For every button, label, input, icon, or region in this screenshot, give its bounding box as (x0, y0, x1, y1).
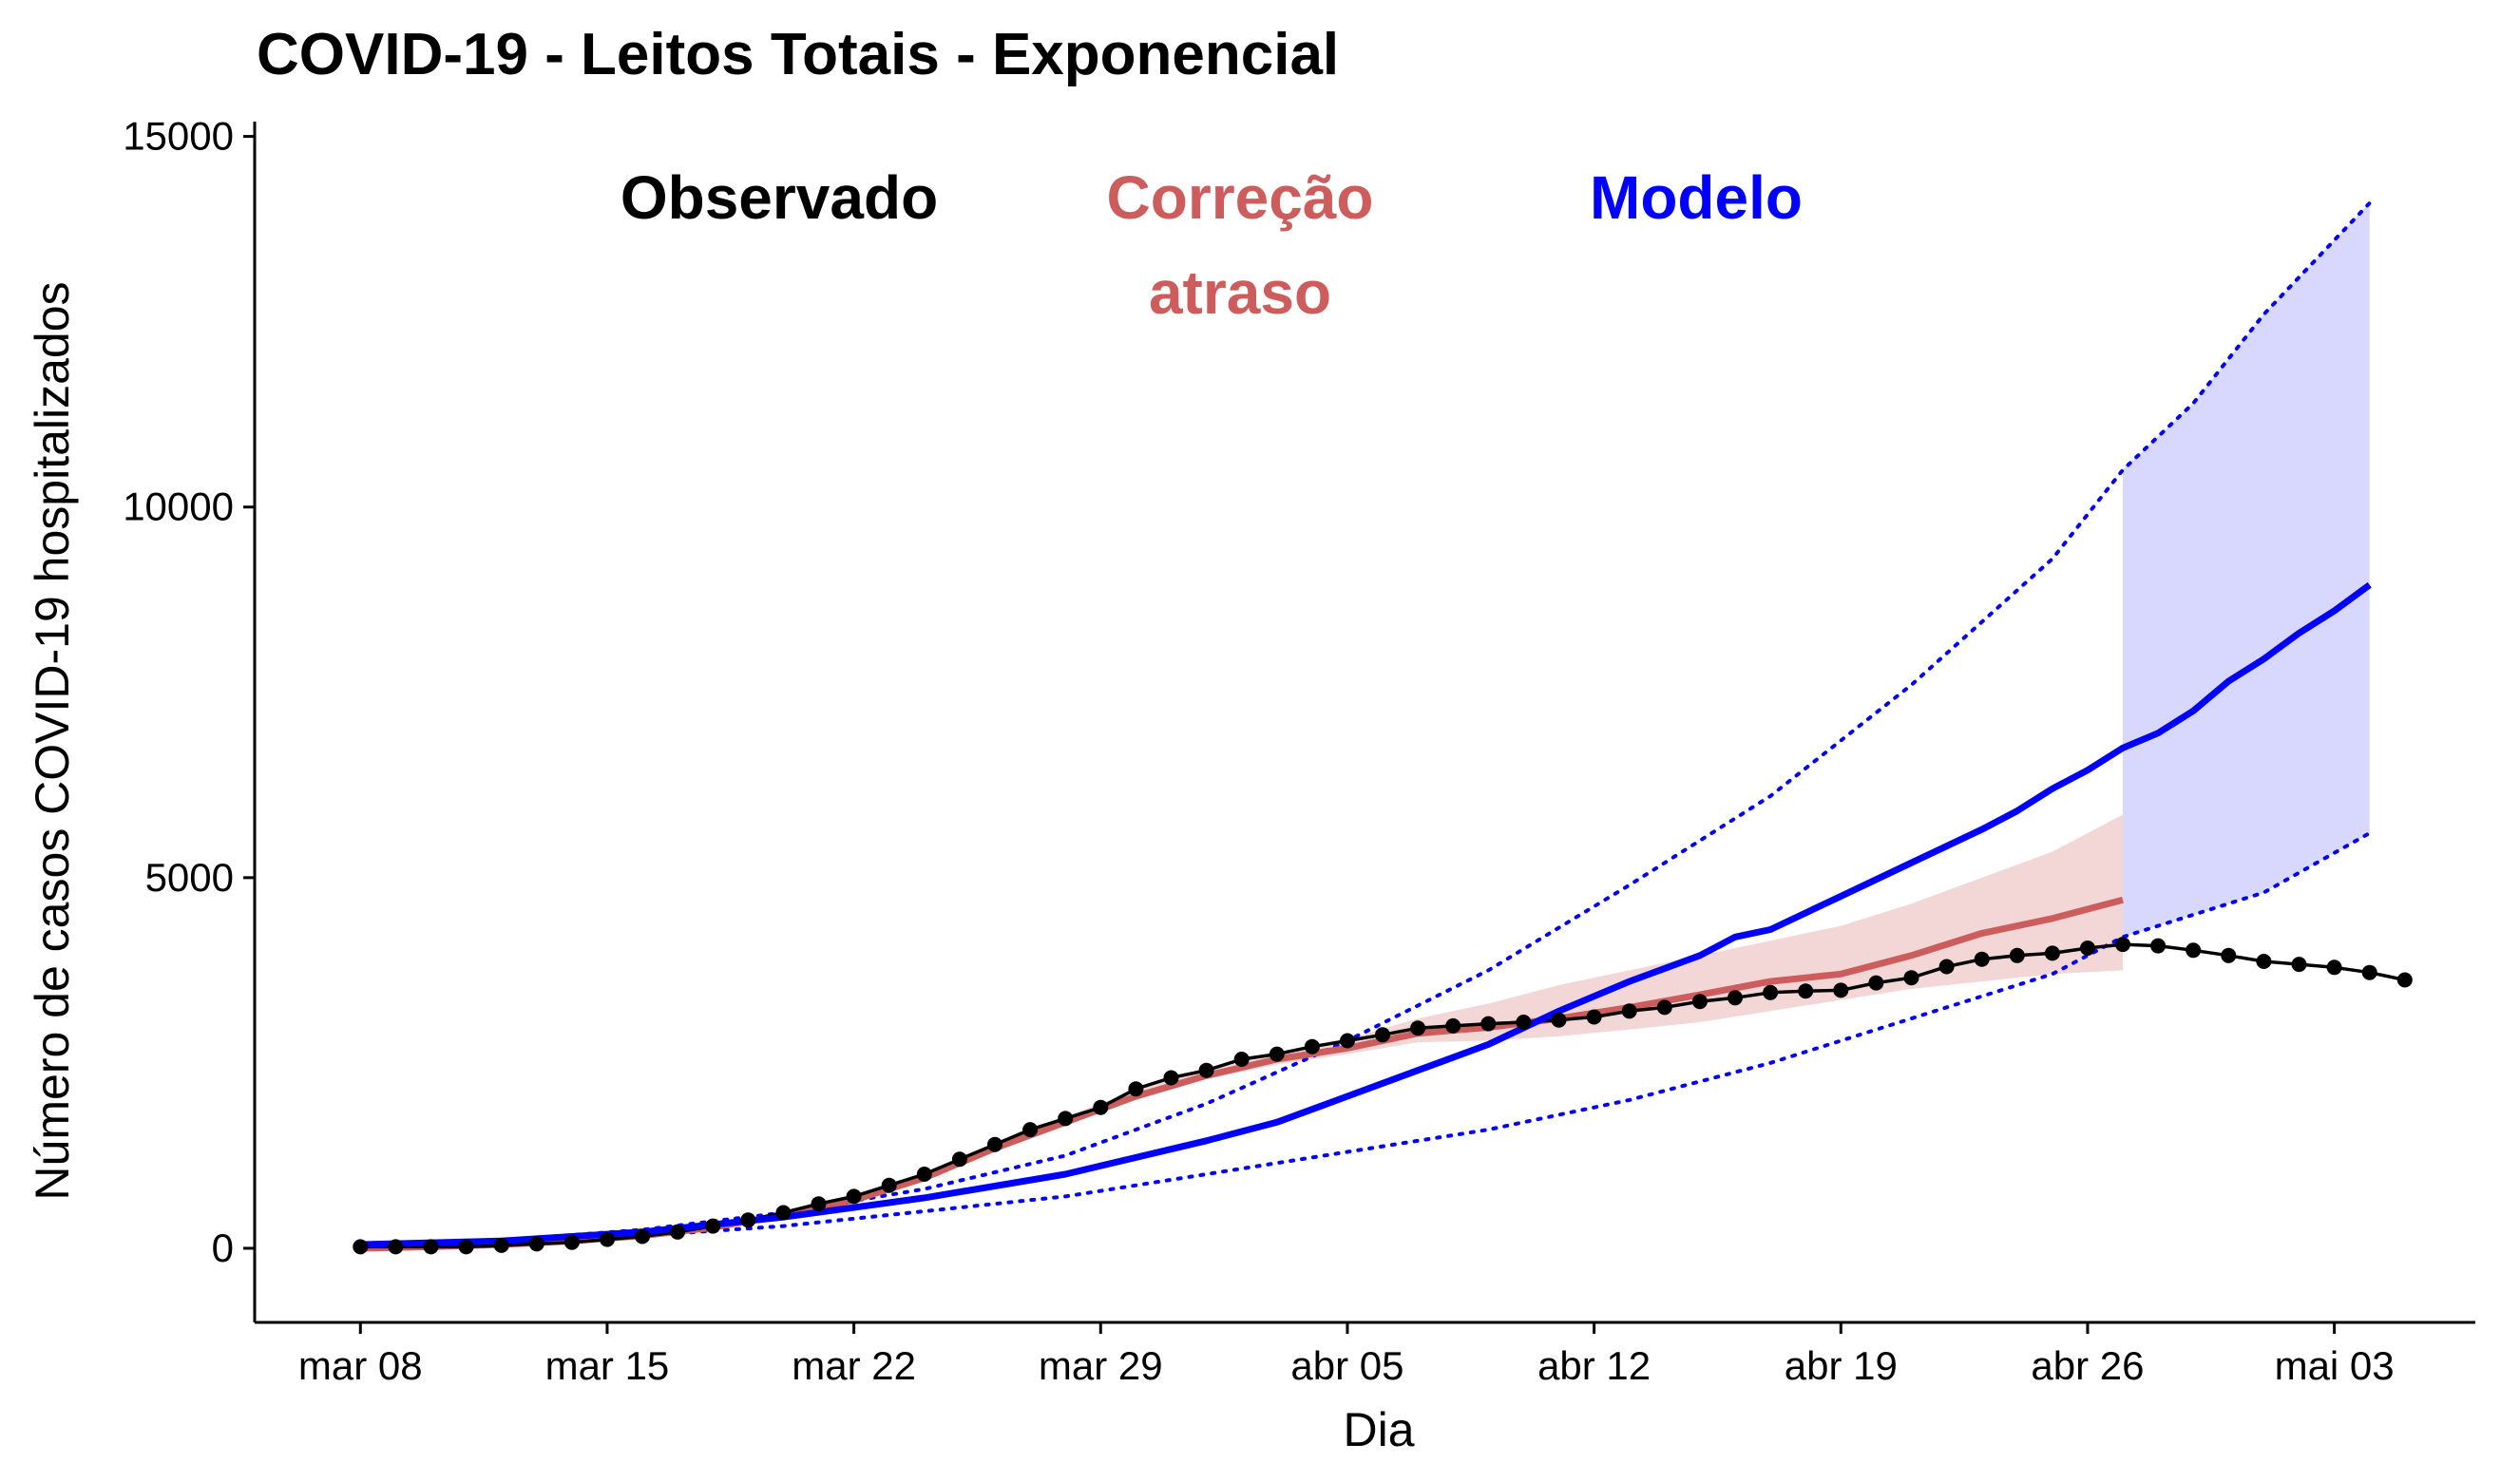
observado-point (1798, 983, 1814, 999)
observado-point (1340, 1033, 1355, 1049)
modelo-line (360, 581, 2372, 1248)
observado-point (1516, 1015, 1532, 1030)
y-tick-label: 5000 (145, 855, 234, 900)
observado-point (2080, 940, 2095, 956)
observado-point (1058, 1111, 1074, 1127)
modelo-lower-line (358, 831, 2372, 1247)
x-tick-label: abr 19 (1785, 1343, 1898, 1388)
annotation-line: Correção (1107, 163, 1374, 232)
observado-point (1445, 1017, 1461, 1034)
observado-point (563, 1234, 580, 1250)
x-tick-label: abr 12 (1537, 1343, 1651, 1388)
y-tick-label: 0 (212, 1226, 234, 1270)
observado-point (705, 1218, 721, 1234)
annotation-correcao: Correção atraso (1107, 163, 1374, 327)
observado-point (1938, 959, 1955, 975)
x-tick-label: mai 03 (2275, 1343, 2395, 1388)
annotation-line: Modelo (1590, 163, 1803, 232)
observado-point (353, 1239, 369, 1255)
observado-point (2396, 972, 2413, 988)
observado-point (1269, 1046, 1285, 1062)
series-lines (358, 200, 2406, 1252)
observado-point (1868, 975, 1884, 991)
observado-point (2221, 947, 2237, 963)
observado-point (2256, 954, 2272, 969)
observado-point (635, 1228, 650, 1244)
annotation-line: atraso (1149, 258, 1331, 327)
observado-point (1656, 999, 1672, 1016)
y-axis-title: Número de casos COVID-19 hospitalizados (26, 281, 79, 1200)
observed-points (353, 937, 2413, 1255)
y-axis-ticks: 0 5000 10000 15000 (123, 114, 255, 1270)
observado-point (1691, 994, 1708, 1010)
axes (253, 122, 2475, 1324)
observado-point (1093, 1099, 1109, 1115)
observado-point (740, 1212, 756, 1228)
observado-point (1763, 984, 1779, 1000)
observado-point (1304, 1038, 1320, 1054)
observado-point (528, 1236, 544, 1252)
observado-point (1728, 990, 1743, 1006)
observado-point (1974, 951, 1990, 967)
observado-point (2044, 945, 2060, 961)
observado-point (846, 1188, 862, 1205)
x-tick-label: abr 05 (1290, 1343, 1403, 1388)
observado-point (2291, 957, 2307, 973)
observado-point (2009, 947, 2025, 963)
y-tick-label: 15000 (123, 114, 234, 159)
observado-point (423, 1239, 439, 1255)
x-axis-title: Dia (1343, 1403, 1414, 1456)
x-tick-label: mar 08 (298, 1343, 423, 1388)
y-tick-label: 10000 (123, 484, 234, 529)
observado-point (1903, 970, 1919, 986)
observado-point (1022, 1122, 1039, 1138)
observado-point (2326, 960, 2342, 976)
observado-point (1621, 1003, 1637, 1019)
observado-point (881, 1177, 897, 1193)
observado-point (1833, 982, 1849, 998)
x-tick-label: abr 26 (2031, 1343, 2144, 1388)
observado-point (1410, 1020, 1426, 1036)
observado-point (1586, 1009, 1602, 1025)
observado-point (388, 1239, 404, 1255)
observado-point (2361, 964, 2377, 980)
observado-point (1375, 1027, 1390, 1043)
observado-point (2115, 937, 2130, 953)
observado-point (1163, 1070, 1179, 1086)
x-tick-label: mar 22 (792, 1343, 916, 1388)
annotation-line: Observado (620, 163, 938, 232)
chart-title: COVID-19 - Leitos Totais - Exponencial (257, 22, 1339, 87)
correcao-band (360, 814, 2123, 1248)
observado-point (2150, 938, 2167, 954)
observado-line (360, 942, 2406, 1249)
observado-point (1551, 1012, 1567, 1028)
observado-point (1480, 1016, 1497, 1032)
observado-point (811, 1196, 827, 1212)
x-tick-label: mar 15 (545, 1343, 670, 1388)
observado-point (775, 1205, 792, 1221)
observado-point (600, 1231, 615, 1247)
modelo-upper-line (358, 200, 2372, 1247)
observado-point (987, 1136, 1002, 1152)
x-tick-label: mar 29 (1039, 1343, 1163, 1388)
confidence-bands (360, 202, 2370, 1248)
annotation-modelo: Modelo (1590, 163, 1803, 232)
observado-point (458, 1239, 474, 1255)
observado-point (670, 1224, 686, 1240)
observado-point (1128, 1081, 1144, 1097)
observado-point (493, 1237, 509, 1253)
observado-point (951, 1151, 967, 1168)
observado-point (1233, 1052, 1250, 1067)
x-axis-ticks: mar 08 mar 15 mar 22 mar 29 abr 05 abr 12 abr … (298, 1322, 2395, 1388)
observado-point (2186, 942, 2202, 959)
observado-point (916, 1167, 932, 1182)
annotation-observado: Observado (620, 163, 938, 232)
modelo-band (2123, 202, 2370, 938)
observado-point (1198, 1062, 1214, 1078)
